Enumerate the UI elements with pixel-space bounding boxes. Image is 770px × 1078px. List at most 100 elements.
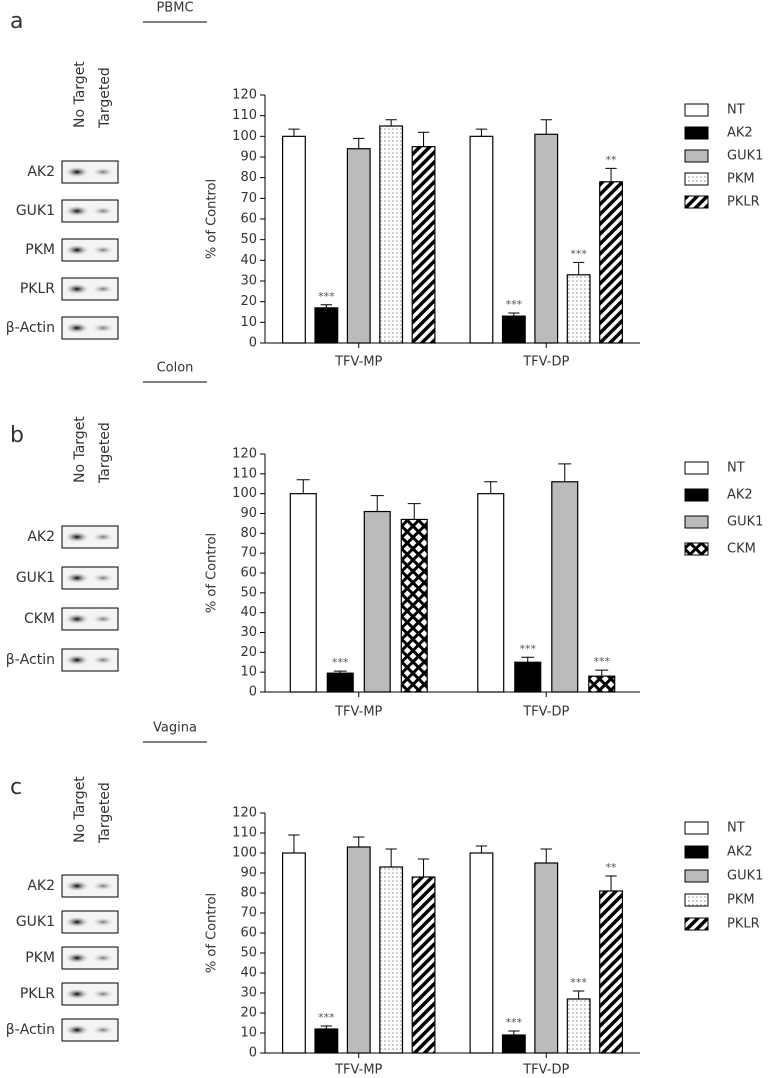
significance: **	[606, 153, 618, 166]
blot-band	[91, 532, 115, 542]
legend-label: AK2	[727, 126, 753, 141]
blot-band	[64, 244, 90, 256]
panel-letter: c	[10, 775, 22, 800]
significance: ***	[506, 298, 523, 311]
blot-band	[64, 613, 90, 625]
y-tick-label: 80	[240, 170, 257, 185]
blot-row-label: GUK1	[16, 914, 55, 930]
y-tick-label: 70	[240, 191, 257, 206]
y-tick-label: 70	[240, 906, 257, 921]
bar	[534, 862, 559, 1054]
legend-label: CKM	[727, 542, 756, 557]
significance: ***	[506, 1016, 523, 1029]
tissue-label: Colon	[157, 361, 194, 376]
y-tick-label: 100	[232, 486, 257, 501]
y-tick-label: 0	[249, 336, 257, 351]
blot-band	[64, 1024, 90, 1036]
significance: ***	[570, 976, 587, 989]
blot-band	[64, 952, 90, 964]
y-tick-label: 90	[240, 506, 257, 521]
y-tick-label: 60	[240, 212, 257, 227]
x-tick-label: TFV-MP	[334, 705, 382, 720]
error-bar	[370, 495, 384, 512]
y-tick-label: 40	[240, 253, 257, 268]
y-axis-label: % of Control	[205, 893, 220, 973]
blot-column-label: Targeted	[97, 67, 113, 129]
blot-row-label: GUK1	[16, 203, 55, 219]
error-bar	[572, 261, 585, 275]
legend-label: PKLR	[727, 917, 760, 932]
significance: ***	[520, 642, 537, 655]
legend-swatch	[684, 149, 709, 163]
tissue-label: PBMC	[156, 1, 193, 16]
y-tick-label: 80	[240, 526, 257, 541]
blot-band	[91, 245, 115, 255]
significance: ***	[570, 247, 587, 260]
y-axis-label: % of Control	[205, 179, 220, 259]
blot-band	[64, 880, 90, 892]
panel-letter: b	[10, 423, 24, 448]
bar	[469, 852, 494, 1054]
blot-band	[64, 205, 90, 217]
bar	[314, 1028, 339, 1054]
legend-swatch	[684, 461, 709, 475]
blot-band	[91, 989, 115, 999]
error-bar	[320, 1025, 333, 1029]
blot-band	[91, 167, 115, 177]
bar	[289, 493, 317, 693]
y-tick-label: 20	[240, 645, 257, 660]
y-tick-label: 50	[240, 946, 257, 961]
blot-band	[64, 988, 90, 1000]
blot-band	[91, 614, 115, 624]
error-bar	[353, 137, 365, 149]
bar	[314, 307, 339, 344]
legend-label: AK2	[727, 845, 753, 860]
y-tick-label: 10	[240, 315, 257, 330]
y-tick-label: 110	[232, 108, 257, 123]
blot-row-label: AK2	[27, 878, 55, 894]
blot-column-label: No Target	[72, 416, 88, 483]
y-axis-label: % of Control	[205, 533, 220, 613]
error-bar	[288, 834, 300, 853]
blot-row-label: GUK1	[16, 570, 55, 586]
y-tick-label: 60	[240, 926, 257, 941]
bar	[588, 675, 616, 693]
legend-swatch	[684, 869, 709, 883]
error-bar	[417, 131, 430, 147]
bar	[411, 146, 436, 344]
blot-band	[91, 1025, 115, 1035]
legend-label: GUK1	[727, 515, 763, 530]
error-bar	[296, 479, 310, 494]
blot-row-label: β-Actin	[6, 652, 55, 668]
bar	[282, 135, 306, 344]
y-tick-label: 0	[249, 1046, 257, 1061]
error-bar	[484, 481, 498, 494]
y-tick-label: 40	[240, 605, 257, 620]
y-tick-label: 20	[240, 1006, 257, 1021]
bar	[326, 672, 354, 693]
y-tick-label: 50	[240, 232, 257, 247]
error-bar	[540, 848, 552, 863]
bar	[514, 661, 542, 693]
legend-label: NT	[727, 821, 745, 836]
blot-band	[91, 881, 115, 891]
y-tick-label: 100	[232, 846, 257, 861]
blot-row-label: PKM	[25, 242, 55, 258]
y-tick-label: 120	[232, 447, 257, 462]
y-tick-label: 100	[232, 129, 257, 144]
y-tick-label: 110	[232, 466, 257, 481]
legend-label: NT	[727, 103, 745, 118]
bar	[566, 998, 591, 1054]
bar	[346, 148, 371, 344]
bar	[363, 510, 391, 693]
x-tick-label: TFV-DP	[522, 355, 569, 370]
error-bar	[508, 312, 520, 317]
x-tick-label: TFV-MP	[334, 1063, 382, 1078]
bar	[469, 135, 494, 344]
legend-swatch	[684, 821, 709, 835]
error-bar	[385, 119, 397, 126]
legend-label: GUK1	[727, 149, 763, 164]
blot-band	[64, 322, 90, 334]
y-tick-label: 80	[240, 886, 257, 901]
